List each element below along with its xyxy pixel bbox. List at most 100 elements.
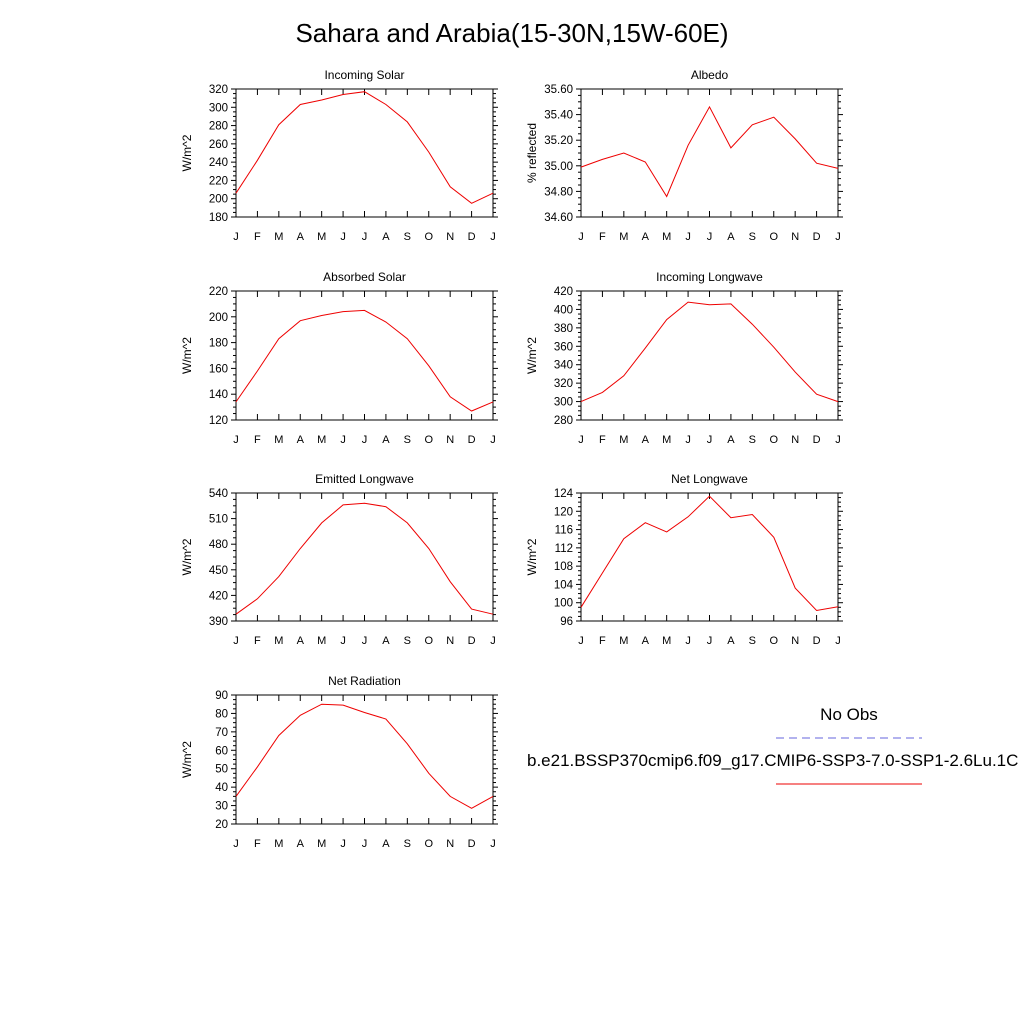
y-tick-label: 70 [215,727,228,739]
y-tick-label: 300 [209,102,228,114]
x-tick-label: J [362,231,368,243]
y-tick-label: 112 [555,543,573,555]
y-tick-label: 280 [209,121,228,133]
series-line [580,495,839,612]
x-tick-label: J [490,434,496,446]
x-tick-label: J [233,838,239,850]
x-tick-label: A [382,231,390,243]
y-tick-label: 180 [209,338,228,350]
y-tick-label: 50 [215,764,228,776]
x-tick-label: J [340,434,346,446]
x-tick-label: D [813,635,821,647]
y-tick-label: 260 [209,139,228,151]
x-tick-label: N [446,231,454,243]
series-line [580,105,839,198]
x-tick-label: O [424,434,433,446]
y-tick-label: 124 [554,488,574,500]
x-tick-label: M [274,434,283,446]
y-tick-label: 34.60 [544,212,573,224]
y-tick-label: 20 [215,819,228,831]
x-tick-label: J [233,231,239,243]
x-tick-label: N [446,434,454,446]
x-tick-label: S [749,635,756,647]
x-tick-label: J [685,231,691,243]
y-tick-label: 360 [554,341,573,353]
y-axis-label: W/m^2 [180,134,194,171]
series-line [580,301,839,403]
panel-title: Absorbed Solar [323,270,406,284]
y-tick-label: 420 [554,286,573,298]
chart-panel-4: J F M A M J J A S O N D J280300320340360380400420Inc… [525,270,843,446]
y-tick-label: 400 [554,304,573,316]
x-tick-label: M [317,635,326,647]
x-tick-label: D [468,434,476,446]
chart-panel-3: J F M A M J J A S O N D J120140160180200220Absorbed … [180,270,498,446]
x-tick-label: J [490,838,496,850]
y-tick-label: 450 [209,565,228,577]
x-tick-label: N [791,434,799,446]
x-tick-label: A [727,231,735,243]
panel-title: Net Radiation [328,674,401,688]
x-tick-label: A [382,838,390,850]
y-tick-label: 540 [209,488,228,500]
y-tick-label: 480 [209,539,228,551]
x-tick-label: M [619,434,628,446]
x-tick-label: A [727,434,735,446]
x-tick-label: J [362,434,368,446]
y-tick-label: 220 [209,286,228,298]
x-tick-label: M [619,231,628,243]
x-tick-label: A [642,635,650,647]
x-tick-label: A [382,635,390,647]
x-tick-label: S [404,635,411,647]
y-axis-label: W/m^2 [525,337,539,374]
y-tick-label: 108 [554,561,573,573]
x-tick-label: J [707,635,713,647]
x-tick-label: J [685,635,691,647]
x-tick-label: J [340,838,346,850]
y-tick-label: 380 [554,323,573,335]
x-tick-label: J [835,434,841,446]
y-tick-label: 160 [209,363,228,375]
y-tick-label: 34.80 [544,186,573,198]
y-tick-label: 180 [209,212,228,224]
y-tick-label: 340 [554,360,573,372]
y-axis-label: W/m^2 [180,741,194,778]
x-tick-label: M [662,635,671,647]
x-tick-label: A [642,434,650,446]
x-tick-label: A [382,434,390,446]
x-tick-label: D [468,231,476,243]
plot-frame [235,88,494,218]
panel-title: Incoming Solar [324,68,404,82]
x-tick-label: M [317,838,326,850]
x-tick-label: F [254,231,261,243]
x-tick-label: M [274,635,283,647]
x-tick-label: S [749,434,756,446]
x-tick-label: A [297,434,305,446]
x-tick-label: M [317,231,326,243]
x-tick-label: D [468,838,476,850]
x-tick-label: M [274,231,283,243]
x-tick-label: N [791,635,799,647]
series-line [235,309,494,412]
y-tick-label: 220 [209,175,228,187]
x-tick-label: J [685,434,691,446]
x-tick-label: J [233,434,239,446]
x-tick-label: A [297,635,305,647]
y-tick-label: 100 [554,598,573,610]
x-tick-label: N [446,635,454,647]
x-tick-label: J [362,635,368,647]
legend-obs-label: No Obs [820,705,878,724]
legend-case-label: b.e21.BSSP370cmip6.f09_g17.CMIP6-SSP3-7.… [527,751,1019,770]
plot-frame [235,492,494,622]
x-tick-label: S [404,434,411,446]
y-axis-label: % reflected [525,123,539,183]
y-tick-label: 320 [554,378,573,390]
plot-frame [580,492,839,622]
x-tick-label: M [317,434,326,446]
series-line [235,502,494,615]
x-tick-label: A [297,231,305,243]
y-tick-label: 140 [209,389,228,401]
